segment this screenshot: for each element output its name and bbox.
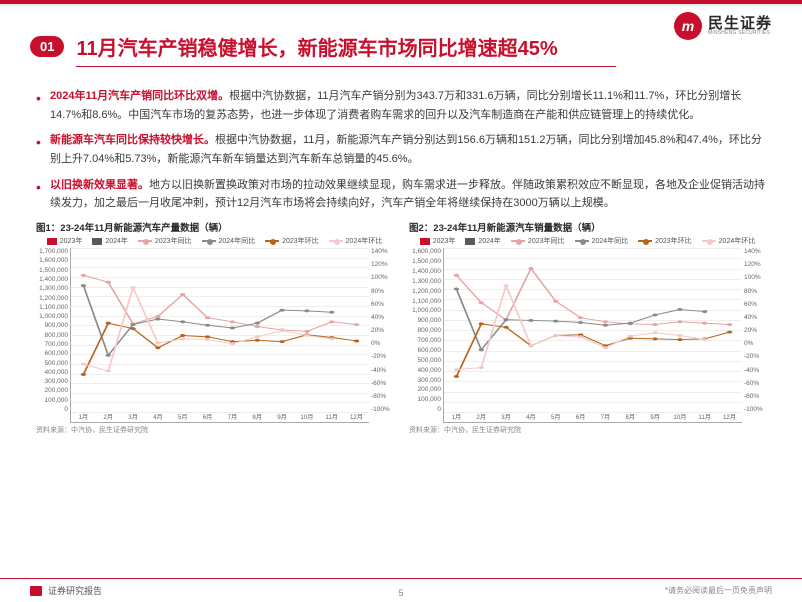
x-axis: 1月2月3月4月5月6月7月8月9月10月11月12月 — [444, 412, 742, 422]
chart-sales: 图2：23-24年11月新能源汽车销量数据（辆） 2023年 2024年 2023年同… — [409, 220, 766, 435]
y-axis-left: 1,600,0001,500,0001,400,0001,300,0001,20… — [409, 248, 443, 423]
y-axis-right: 140%120%100%80%60%40%20%0%-20%-40%-60%-8… — [369, 248, 393, 423]
legend-item: 2023年同比 — [511, 236, 565, 246]
legend-item: 2023年环比 — [638, 236, 692, 246]
bullet-strong: 新能源车汽车同比保持较快增长。 — [50, 134, 215, 146]
legend-item: 2024年同比 — [575, 236, 629, 246]
legend-item: 2023年同比 — [138, 236, 192, 246]
x-axis: 1月2月3月4月5月6月7月8月9月10月11月12月 — [71, 412, 369, 422]
brand-name-en: MINSHENG SECURITIES — [708, 31, 772, 36]
slide-title: 11月汽车产销稳健增长，新能源车市场同比增速超45% — [76, 32, 557, 61]
legend-item: 2024年环比 — [329, 236, 383, 246]
lines — [444, 248, 742, 412]
legend-item: 2023年环比 — [265, 236, 319, 246]
chart-production: 图1：23-24年11月新能源汽车产量数据（辆） 2023年 2024年 2023年同… — [36, 220, 393, 435]
brand-logo: m 民生证券 MINSHENG SECURITIES — [674, 12, 772, 40]
section-badge: 01 — [30, 36, 64, 57]
bullet-item: 新能源车汽车同比保持较快增长。根据中汽协数据，11月，新能源汽车产销分别达到15… — [36, 131, 766, 168]
legend-item: 2023年 — [47, 236, 83, 246]
legend-item: 2024年环比 — [702, 236, 756, 246]
y-axis-right: 140%120%100%80%60%40%20%0%-20%-40%-60%-8… — [742, 248, 766, 423]
plot-area: 1月2月3月4月5月6月7月8月9月10月11月12月 — [443, 248, 742, 423]
bullet-strong: 以旧换新效果显著。 — [50, 179, 149, 191]
chart-legend: 2023年 2024年 2023年同比 2024年同比 2023年环比 2024年环比 — [409, 236, 766, 246]
footer-left: 证券研究报告 — [48, 584, 102, 597]
y-axis-left: 1,700,0001,600,0001,500,0001,400,0001,30… — [36, 248, 70, 423]
footer-bar: 证券研究报告 5 *请务必阅读最后一页免责声明 — [0, 578, 802, 602]
chart-legend: 2023年 2024年 2023年同比 2024年同比 2023年环比 2024年环比 — [36, 236, 393, 246]
bullet-item: 以旧换新效果显著。地方以旧换新置换政策对市场的拉动效果继续显现，购车需求进一步释… — [36, 176, 766, 213]
bullet-text: 地方以旧换新置换政策对市场的拉动效果继续显现，购车需求进一步释放。伴随政策累积效… — [50, 179, 765, 210]
bullet-strong: 2024年11月汽车产销同比环比双增。 — [50, 90, 229, 102]
logo-mark: m — [674, 12, 702, 40]
legend-item: 2023年 — [420, 236, 456, 246]
brand-name-cn: 民生证券 — [708, 16, 772, 31]
lines — [71, 248, 369, 412]
charts-row: 图1：23-24年11月新能源汽车产量数据（辆） 2023年 2024年 2023年同… — [36, 220, 766, 435]
plot-area: 1月2月3月4月5月6月7月8月9月10月11月12月 — [70, 248, 369, 423]
legend-item: 2024年同比 — [202, 236, 256, 246]
chart-title: 图1：23-24年11月新能源汽车产量数据（辆） — [36, 220, 393, 234]
bullet-list: 2024年11月汽车产销同比环比双增。根据中汽协数据，11月汽车产销分别为343… — [36, 87, 766, 213]
report-icon — [30, 586, 42, 596]
bullet-item: 2024年11月汽车产销同比环比双增。根据中汽协数据，11月汽车产销分别为343… — [36, 87, 766, 124]
chart-source: 资料来源：中汽协，民生证券研究院 — [409, 425, 766, 435]
chart-title: 图2：23-24年11月新能源汽车销量数据（辆） — [409, 220, 766, 234]
page-number: 5 — [398, 588, 403, 598]
chart-source: 资料来源：中汽协，民生证券研究院 — [36, 425, 393, 435]
legend-item: 2024年 — [465, 236, 501, 246]
footer-right: *请务必阅读最后一页免责声明 — [665, 585, 772, 596]
legend-item: 2024年 — [92, 236, 128, 246]
